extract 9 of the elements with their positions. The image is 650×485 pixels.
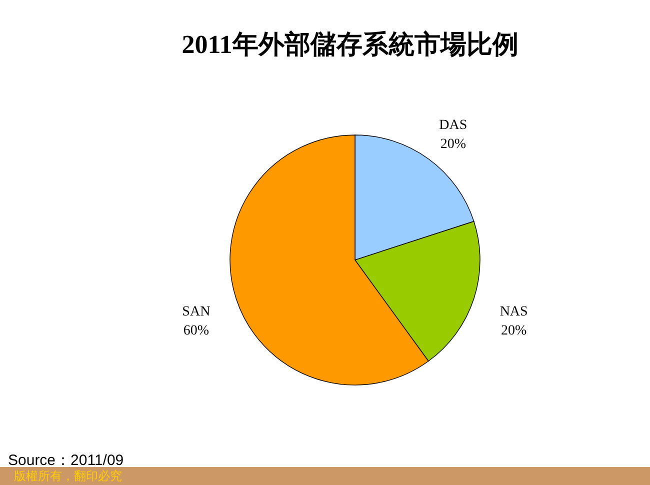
- source-note: Source：2011/09: [8, 452, 124, 469]
- slice-label: NAS: [500, 304, 528, 320]
- data-label: 60%: [183, 324, 210, 339]
- data-label: 20%: [440, 136, 466, 152]
- chart-title: 2011年外部儲存系統市場比例: [182, 30, 518, 59]
- data-label: 20%: [500, 324, 527, 339]
- slice-label: DAS: [439, 118, 468, 133]
- slice-label: SAN: [182, 304, 210, 320]
- text: 版權所有，翻印必究: [14, 469, 122, 483]
